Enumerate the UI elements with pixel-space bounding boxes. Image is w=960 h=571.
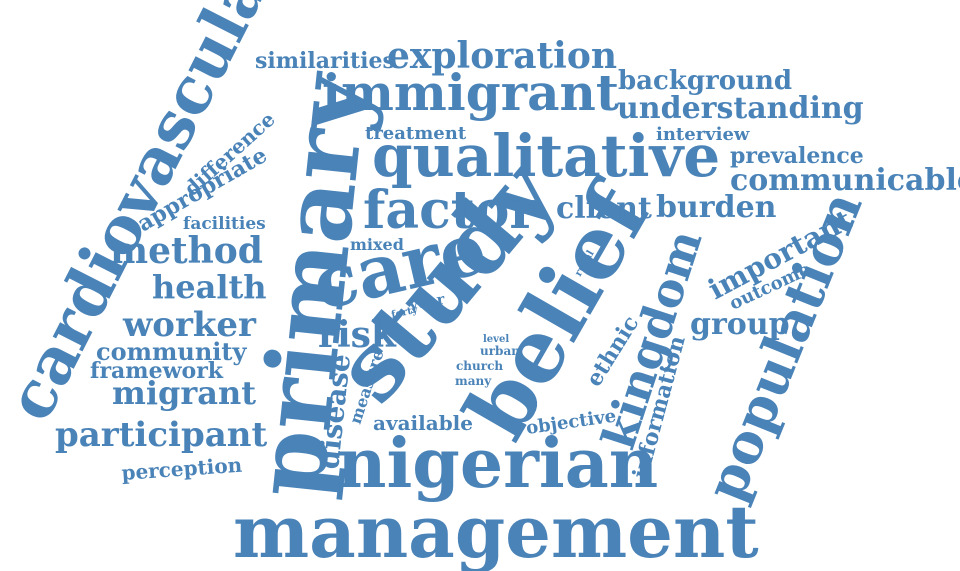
word-urban: urban — [480, 344, 520, 358]
word-perception: perception — [121, 453, 244, 485]
word-treatment: treatment — [365, 123, 467, 144]
word-mixed: mixed — [350, 235, 404, 254]
word-many: many — [455, 374, 492, 388]
word-community: community — [96, 337, 248, 366]
word-immigrant: immigrant — [322, 63, 619, 122]
word-burden: burden — [656, 190, 777, 225]
word-understanding: understanding — [617, 91, 864, 126]
word-health: health — [152, 268, 267, 306]
word-participant: participant — [55, 415, 267, 455]
word-client: client — [556, 191, 652, 226]
word-similarities: similarities — [255, 48, 395, 74]
word-exploration: exploration — [387, 35, 617, 77]
word-prevalence: prevalence — [730, 143, 864, 169]
word-group: group — [690, 307, 790, 342]
word-background: background — [618, 66, 792, 96]
word-available: available — [373, 411, 473, 435]
word-level: level — [483, 334, 509, 345]
word-migrant: migrant — [112, 374, 256, 412]
word-worker: worker — [122, 305, 257, 345]
word-risk: risk — [318, 314, 397, 356]
word-management: management — [233, 489, 759, 571]
word-interview: interview — [656, 124, 750, 145]
word-church: church — [456, 359, 503, 373]
word-qualitative: qualitative — [372, 122, 720, 190]
word-facilities: facilities — [183, 214, 266, 234]
word-factor: factor — [363, 180, 537, 241]
word-framework: framework — [90, 358, 224, 384]
word-method: method — [110, 230, 263, 272]
word-communicable: communicable — [730, 163, 960, 198]
word-nigerian: nigerian — [337, 424, 658, 504]
